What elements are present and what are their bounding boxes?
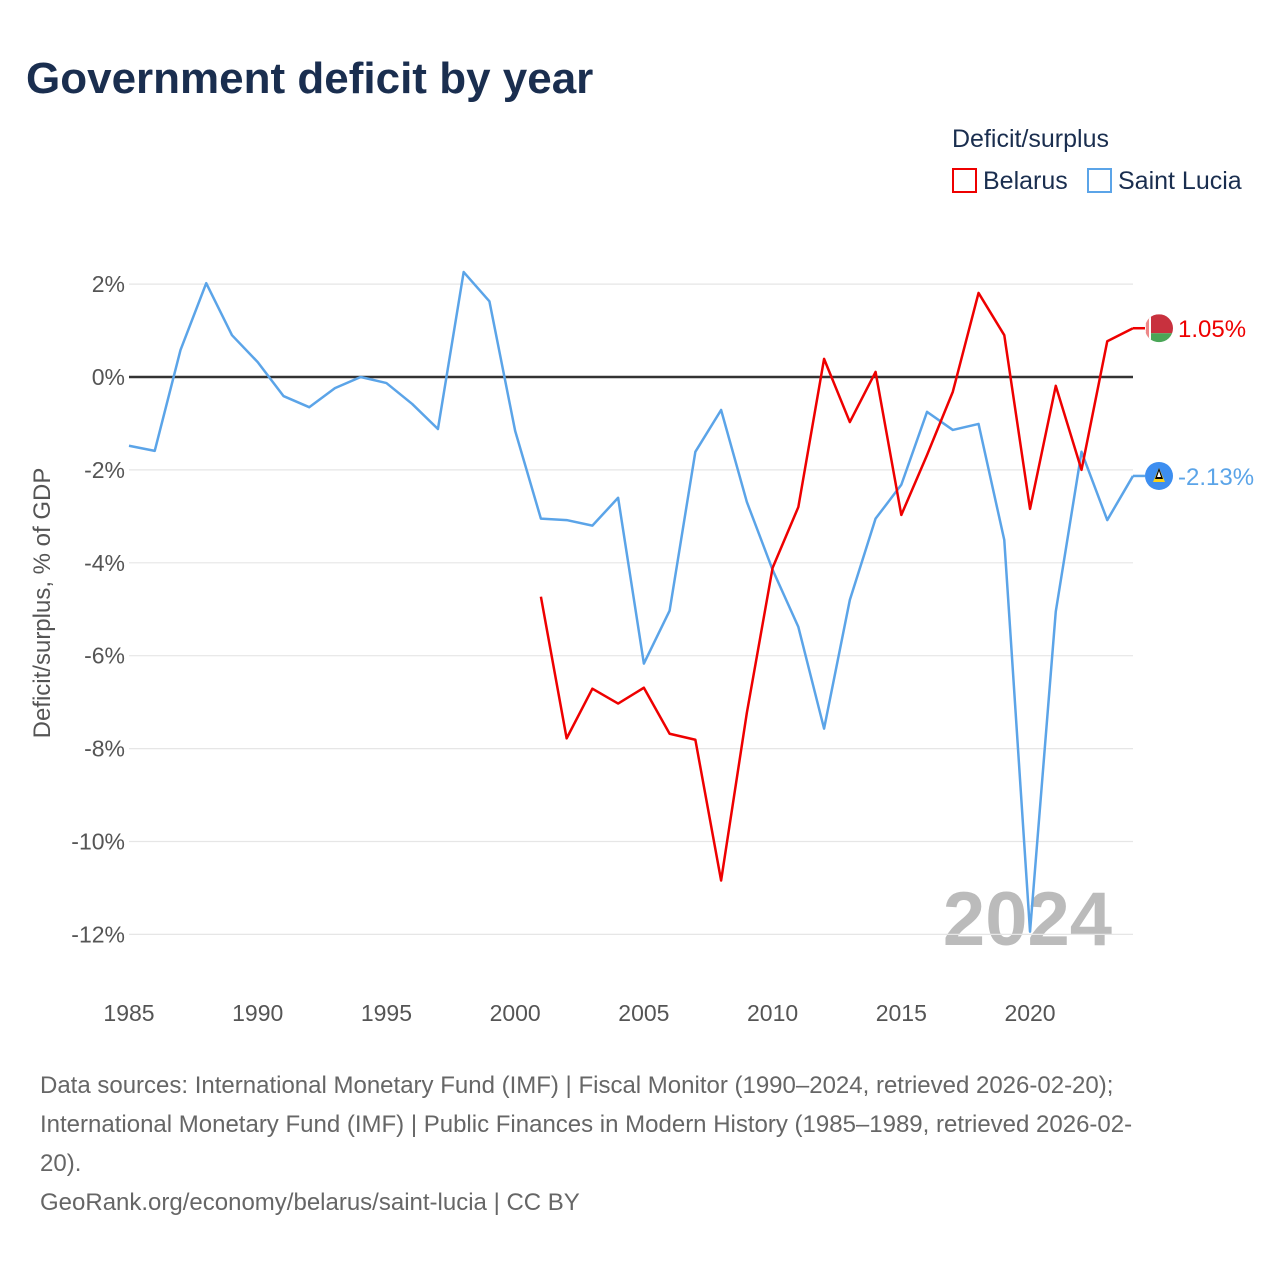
- y-tick-label: -8%: [84, 736, 125, 762]
- y-tick-label: -10%: [71, 829, 125, 855]
- legend-title: Deficit/surplus: [952, 125, 1109, 153]
- x-tick-label: 2005: [618, 1000, 669, 1026]
- y-axis-label: Deficit/surplus, % of GDP: [29, 468, 56, 739]
- belarus-flag-icon: [1145, 314, 1173, 343]
- x-tick-label: 1990: [232, 1000, 283, 1026]
- end-value-label: 1.05%: [1178, 316, 1246, 343]
- chart-title: Government deficit by year: [26, 54, 593, 103]
- y-tick-label: 0%: [92, 364, 125, 390]
- y-tick-label: -4%: [84, 550, 125, 576]
- footer-attribution[interactable]: GeoRank.org/economy/belarus/saint-lucia …: [40, 1189, 580, 1216]
- x-tick-label: 1985: [103, 1000, 154, 1026]
- x-tick-label: 2000: [490, 1000, 541, 1026]
- x-tick-label: 2015: [876, 1000, 927, 1026]
- legend: Deficit/surplus Belarus Saint Lucia: [952, 125, 1242, 195]
- x-tick-label: 2010: [747, 1000, 798, 1026]
- footer-sources-line1: Data sources: International Monetary Fun…: [40, 1072, 1113, 1099]
- y-tick-label: 2%: [92, 271, 125, 297]
- legend-label-belarus[interactable]: Belarus: [983, 167, 1068, 195]
- series-line-belarus[interactable]: [539, 291, 1134, 882]
- footer-sources-line3: 20).: [40, 1150, 81, 1177]
- y-tick-label: -12%: [71, 921, 125, 947]
- y-tick-label: -6%: [84, 643, 125, 669]
- x-tick-label: 1995: [361, 1000, 412, 1026]
- series-line-saint-lucia[interactable]: [128, 270, 1135, 933]
- legend-label-saint-lucia[interactable]: Saint Lucia: [1118, 167, 1242, 195]
- legend-swatch-saint-lucia: [1087, 168, 1112, 193]
- saint-lucia-flag-icon: [1145, 461, 1173, 490]
- x-tick-label: 2020: [1004, 1000, 1055, 1026]
- y-tick-label: -2%: [84, 457, 125, 483]
- end-value-label: -2.13%: [1178, 464, 1254, 491]
- legend-swatch-belarus: [952, 168, 977, 193]
- footer-sources-line2: International Monetary Fund (IMF) | Publ…: [40, 1111, 1132, 1138]
